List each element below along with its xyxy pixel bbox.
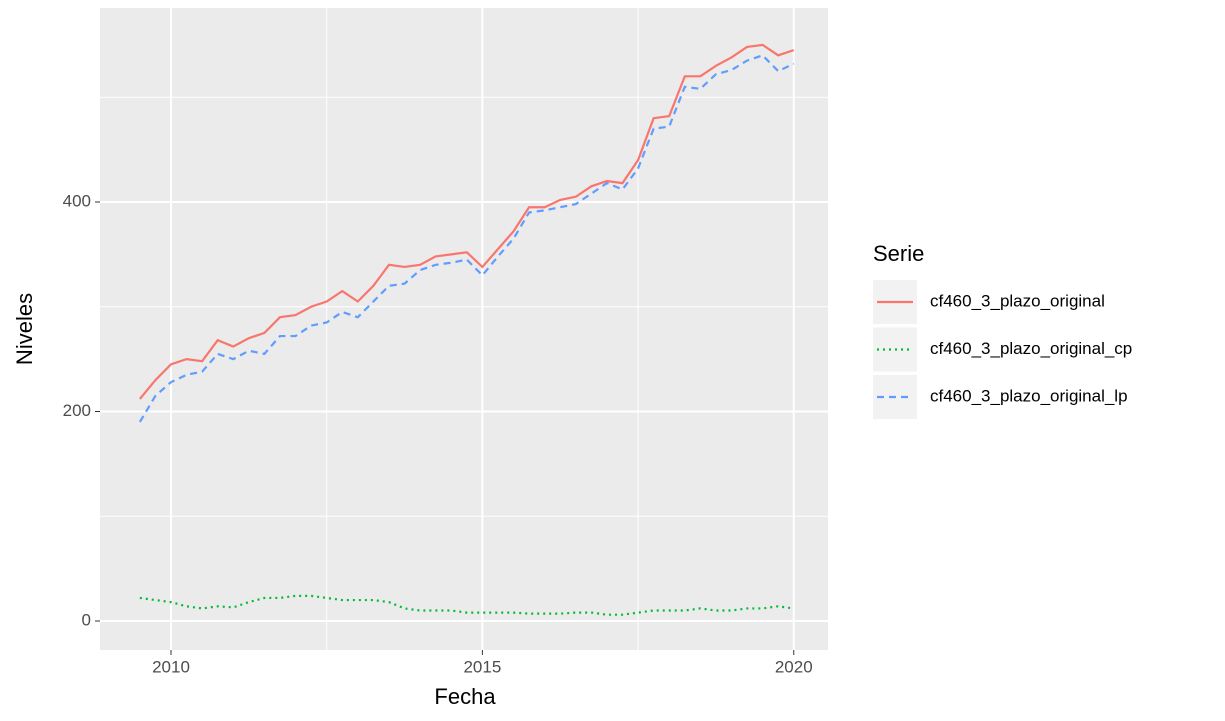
legend-label: cf460_3_plazo_original_cp xyxy=(930,339,1132,358)
y-tick-label: 0 xyxy=(82,610,91,629)
x-tick-label: 2015 xyxy=(463,657,501,676)
series-line xyxy=(139,43,795,400)
legend-title: Serie xyxy=(873,241,924,266)
y-axis-title: Niveles xyxy=(12,293,37,365)
x-tick-label: 2020 xyxy=(775,657,813,676)
x-axis-title: Fecha xyxy=(434,684,496,709)
series-line xyxy=(139,594,794,616)
y-tick-label: 200 xyxy=(63,401,91,420)
legend-label: cf460_3_plazo_original_lp xyxy=(930,386,1128,405)
legend-label: cf460_3_plazo_original xyxy=(930,291,1105,310)
panel xyxy=(100,8,828,650)
x-tick-label: 2010 xyxy=(152,657,190,676)
series-line xyxy=(138,54,795,423)
y-tick-label: 400 xyxy=(63,191,91,210)
